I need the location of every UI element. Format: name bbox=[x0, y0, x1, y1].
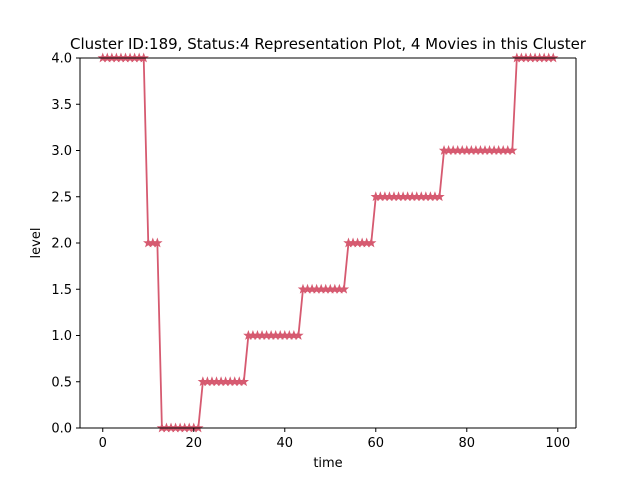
y-tick-label: 1.5 bbox=[51, 283, 72, 298]
data-point bbox=[338, 283, 350, 294]
y-tick-label: 3.5 bbox=[51, 98, 72, 113]
x-tick-label: 80 bbox=[459, 436, 476, 451]
plot-area bbox=[80, 58, 576, 428]
y-axis-ticks: 0.0 0.5 1.0 1.5 2.0 2.5 3.0 3.5 4.0 bbox=[51, 52, 80, 437]
x-tick-label: 40 bbox=[276, 436, 293, 451]
x-tick-label: 20 bbox=[185, 436, 202, 451]
data-point bbox=[293, 330, 304, 340]
x-axis-label: time bbox=[313, 456, 342, 471]
data-point bbox=[366, 237, 377, 248]
y-tick-label: 2.5 bbox=[51, 190, 72, 205]
data-point bbox=[434, 191, 445, 202]
data-point bbox=[238, 376, 250, 387]
data-point bbox=[152, 237, 163, 248]
x-tick-label: 0 bbox=[99, 436, 107, 451]
y-tick-label: 0.0 bbox=[51, 422, 72, 437]
y-tick-label: 4.0 bbox=[51, 52, 72, 67]
y-tick-label: 1.0 bbox=[51, 329, 72, 344]
y-axis-label: level bbox=[29, 228, 44, 259]
x-axis-ticks: 0 20 40 60 80 100 bbox=[99, 428, 570, 451]
y-tick-label: 2.0 bbox=[51, 237, 72, 252]
x-tick-label: 100 bbox=[545, 436, 570, 451]
y-tick-label: 3.0 bbox=[51, 144, 72, 159]
x-tick-label: 60 bbox=[368, 436, 385, 451]
data-point bbox=[507, 145, 518, 155]
chart-title: Cluster ID:189, Status:4 Representation … bbox=[70, 35, 587, 53]
y-tick-label: 0.5 bbox=[51, 375, 72, 390]
